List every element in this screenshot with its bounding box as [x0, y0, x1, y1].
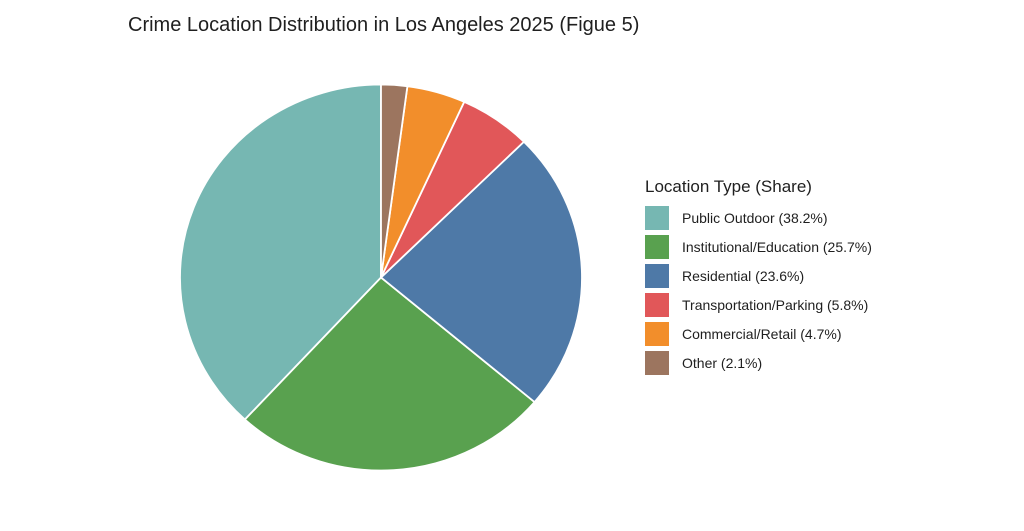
chart-title: Crime Location Distribution in Los Angel…: [128, 14, 640, 36]
legend-item: Other (2.1%): [645, 351, 872, 375]
legend: Location Type (Share) Public Outdoor (38…: [645, 177, 872, 380]
legend-swatch: [645, 293, 669, 317]
legend-label: Other (2.1%): [682, 355, 763, 371]
legend-swatch: [645, 322, 669, 346]
legend-item: Residential (23.6%): [645, 264, 872, 288]
legend-items: Public Outdoor (38.2%) Institutional/Educ…: [645, 206, 872, 375]
legend-title: Location Type (Share): [645, 177, 812, 196]
pie-slice-other: [380, 83, 409, 279]
legend-item: Institutional/Education (25.7%): [645, 235, 872, 259]
legend-item: Public Outdoor (38.2%): [645, 206, 872, 230]
pie-slice-residential: [380, 140, 583, 403]
legend-label: Commercial/Retail (4.7%): [682, 326, 842, 342]
pie-slice-institutional-education: [244, 276, 536, 472]
legend-item: Commercial/Retail (4.7%): [645, 322, 872, 346]
legend-swatch: [645, 235, 669, 259]
legend-swatch: [645, 351, 669, 375]
legend-label: Institutional/Education (25.7%): [682, 239, 872, 255]
legend-label: Transportation/Parking (5.8%): [682, 297, 869, 313]
legend-swatch: [645, 206, 669, 230]
legend-item: Transportation/Parking (5.8%): [645, 293, 872, 317]
legend-label: Public Outdoor (38.2%): [682, 210, 828, 226]
pie-slice-public-outdoor: [179, 83, 382, 421]
legend-swatch: [645, 264, 669, 288]
legend-label: Residential (23.6%): [682, 268, 805, 284]
